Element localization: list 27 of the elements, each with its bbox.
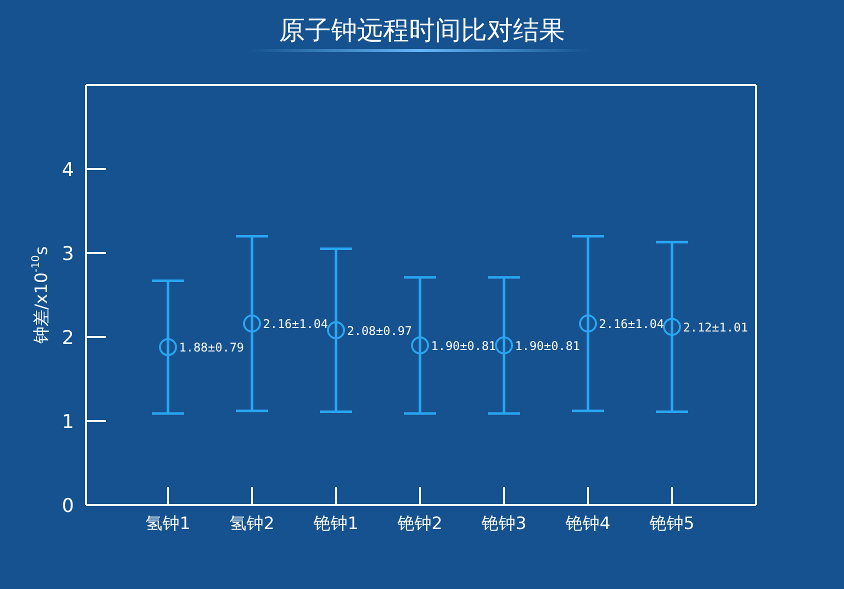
data-label: 1.90±0.81 [431,338,496,353]
y-tick-label: 4 [62,159,74,181]
x-tick-label: 氢钟2 [230,514,274,534]
data-label: 1.90±0.81 [515,338,580,353]
y-tick-label: 0 [62,495,74,517]
point [327,321,345,340]
chart-title: 原子钟远程时间比对结果 [278,15,566,48]
point [663,318,681,336]
y-tick-label: 1 [62,411,74,433]
x-tick-label: 铯钟2 [396,514,442,534]
point [411,336,429,354]
y-tick-label: 2 [62,327,74,349]
x-tick-label: 铯钟3 [480,514,526,534]
x-tick-label: 铯钟1 [312,514,358,534]
y-tick-label: 3 [62,243,74,265]
data-label: 2.12±1.01 [683,320,748,334]
x-tick-label: 氢钟1 [146,514,190,534]
data-label: 1.88±0.79 [179,340,244,355]
x-tick-label: 铯钟5 [648,514,694,534]
point [579,314,597,333]
x-tick-label: 铯钟4 [564,514,610,534]
point [495,336,513,354]
data-label: 2.16±1.04 [263,317,328,332]
point [243,314,261,333]
point [159,338,177,356]
data-label: 2.16±1.04 [599,317,664,332]
data-label: 2.08±0.97 [347,324,412,338]
